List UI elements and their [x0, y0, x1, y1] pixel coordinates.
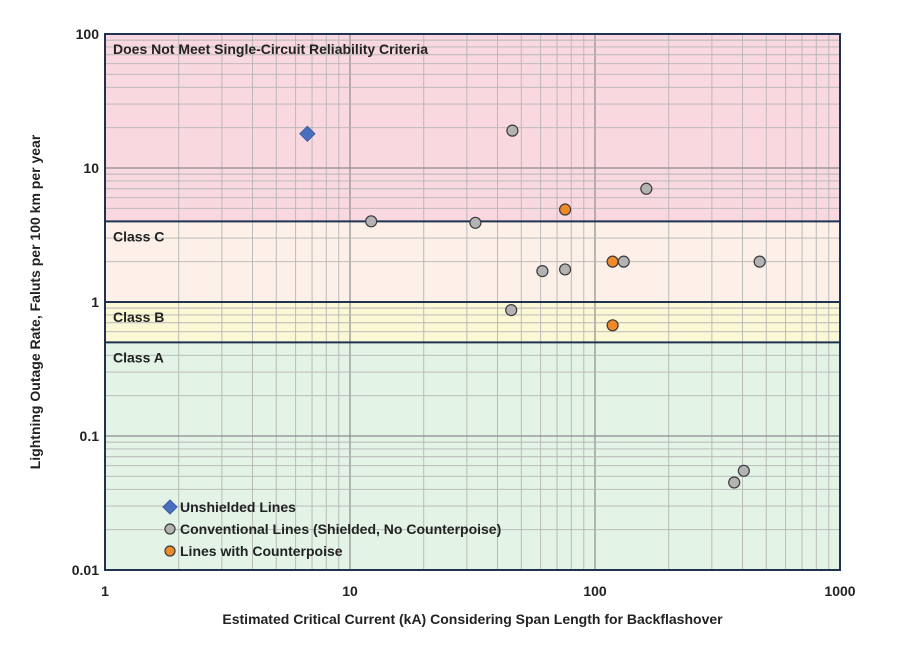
data-point-s2-p0: [558, 203, 572, 216]
x-tick-label: 1000: [824, 583, 855, 599]
points-layer: [299, 124, 766, 489]
data-point-s1-p10: [737, 464, 750, 477]
band-label-2: Class B: [113, 309, 164, 325]
data-point-s0-p0: [299, 125, 316, 143]
band-2: [105, 302, 840, 343]
data-point-s1-p2: [365, 215, 378, 228]
legend-marker-1: [164, 523, 176, 535]
y-tick-label: 10: [83, 160, 99, 176]
ticks-layer: 1 10 100 1000 100 10 1 0.1 0.01: [72, 26, 856, 599]
band-label-3: Class A: [113, 349, 164, 365]
plot-frame: [104, 33, 841, 571]
y-tick-label: 100: [76, 26, 100, 42]
data-point-s1-p5: [558, 263, 572, 276]
data-point-s1-p8: [505, 304, 518, 317]
data-point-s2-p1: [606, 255, 619, 268]
data-point-s1-p7: [753, 255, 766, 268]
data-point-s1-p9: [728, 476, 741, 489]
x-axis-title: Estimated Critical Current (kA) Consider…: [222, 611, 723, 627]
data-point-s2-p2: [606, 319, 619, 332]
data-point-s1-p1: [640, 182, 653, 195]
data-point-s1-p0: [506, 124, 519, 137]
band-3: [105, 342, 840, 570]
legend-marker-0: [162, 499, 178, 515]
x-tick-label: 1: [101, 583, 109, 599]
band-label-1: Class C: [113, 228, 164, 244]
data-point-s1-p6: [617, 255, 630, 268]
data-point-s1-p3: [469, 216, 482, 229]
legend-entry-1: Conventional Lines (Shielded, No Counter…: [180, 521, 501, 537]
y-tick-label: 1: [91, 294, 99, 310]
y-tick-label: 0.1: [80, 428, 100, 444]
data-point-s1-p4: [536, 265, 549, 278]
band-label-0: Does Not Meet Single-Circuit Reliability…: [113, 41, 428, 57]
band-labels-layer: Does Not Meet Single-Circuit Reliability…: [113, 41, 428, 365]
y-axis-title: Lightning Outage Rate, Faluts per 100 km…: [27, 134, 43, 469]
legend-entry-2: Lines with Counterpoise: [180, 543, 343, 559]
x-tick-label: 10: [342, 583, 358, 599]
legend-entry-0: Unshielded Lines: [180, 499, 296, 515]
x-tick-label: 100: [583, 583, 607, 599]
y-tick-label: 0.01: [72, 562, 99, 578]
legend: Unshielded Lines Conventional Lines (Shie…: [162, 499, 501, 559]
legend-marker-2: [164, 545, 176, 557]
